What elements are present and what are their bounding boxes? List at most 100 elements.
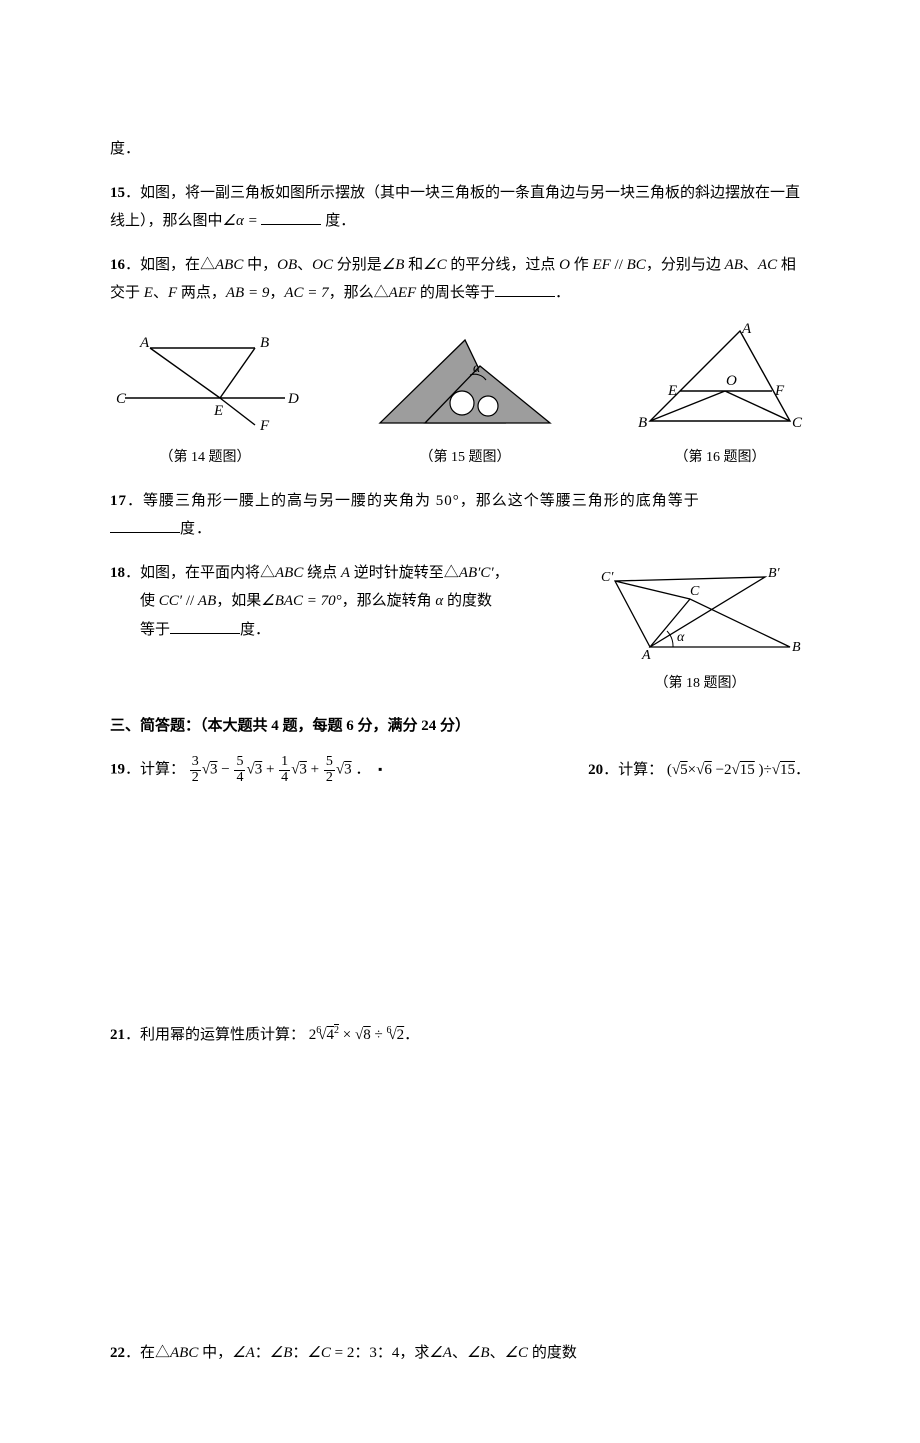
q16-angb: ∠B <box>382 257 405 273</box>
fig16-C: C <box>792 415 803 431</box>
section3: 三、简答题：（本大题共 4 题，每题 6 分，满分 24 分） <box>110 712 810 741</box>
q18-l3b: 度． <box>240 622 270 638</box>
q21-label: ．利用幂的运算性质计算： <box>125 1027 305 1043</box>
fig15-svg: α <box>370 328 560 433</box>
q16-tl: 两点， <box>177 285 226 301</box>
q16-par: // <box>611 257 627 273</box>
q14-tail: 度． <box>110 135 810 164</box>
q19-tail: ． <box>355 762 370 778</box>
center-dot-icon: ▪ <box>378 758 382 781</box>
q16-ob: OB <box>277 257 297 273</box>
q16-tb: 中， <box>243 257 277 273</box>
q18-l2e: 的度数 <box>443 593 492 609</box>
q18-l2a: 使 <box>140 593 159 609</box>
q19q20-row: 19．计算： 32√3 − 54√3 + 14√3 + 52√3 ． ▪ 20．… <box>110 755 810 785</box>
fig16-O: O <box>726 373 737 389</box>
q16-tf: 的平分线，过点 <box>447 257 560 273</box>
q15-num: 15 <box>110 185 125 201</box>
q15-text-a: ．如图，将一副三角板如图所示摆放（其中一块三角板的一条直角边与另一块三角板的斜边… <box>110 185 800 230</box>
q18-l2d: ，那么旋转角 <box>342 593 436 609</box>
q16-oc: OC <box>312 257 333 273</box>
q17: 17．等腰三角形一腰上的高与另一腰的夹角为 50°，那么这个等腰三角形的底角等于… <box>110 487 810 544</box>
workspace-1 <box>110 786 810 1006</box>
q18-a: A <box>341 565 350 581</box>
fig18-A: A <box>641 648 651 659</box>
fig18-svg: A B C B′ C′ α <box>595 559 805 659</box>
fig18-alpha: α <box>677 630 685 645</box>
q22: 22．在△ABC 中，∠A：∠B：∠C = 2：3：4，求∠A、∠B、∠C 的度… <box>110 1339 810 1368</box>
q16-ta: ．如图，在△ <box>125 257 215 273</box>
q18-blank[interactable] <box>170 618 240 634</box>
q16-td: 分别是 <box>333 257 382 273</box>
q19-f4: 52 <box>324 755 335 785</box>
q16: 16．如图，在△ABC 中，OB、OC 分别是∠B 和∠C 的平分线，过点 O … <box>110 251 810 308</box>
q16-angc: ∠C <box>423 257 446 273</box>
q16-tg: 作 <box>570 257 593 273</box>
q15-tail: 度． <box>325 213 355 229</box>
q16-f: F <box>168 285 177 301</box>
workspace-2 <box>110 1064 810 1324</box>
q17-num: 17 <box>110 493 127 509</box>
q19-f2: 54 <box>234 755 245 785</box>
q22-num: 22 <box>110 1345 125 1361</box>
q16-blank[interactable] <box>495 281 555 297</box>
fig14-E: E <box>213 403 223 419</box>
fig16: A B C E F O （第 16 题图） <box>630 323 810 472</box>
q18-text: 18．如图，在平面内将△ABC 绕点 A 逆时针旋转至△AB′C′， 使 CC′… <box>110 559 590 645</box>
q22-ta: ．在△ <box>125 1345 170 1361</box>
fig14-B: B <box>260 335 269 351</box>
q16-abv: AB = 9 <box>226 285 269 301</box>
fig18-cap: （第 18 题图） <box>590 671 810 698</box>
fig15: α （第 15 题图） <box>370 328 560 472</box>
q18-l1d: ， <box>494 565 509 581</box>
q18-l3a: 等于 <box>140 622 170 638</box>
q16-ab: AB <box>725 257 743 273</box>
fig16-cap: （第 16 题图） <box>630 445 810 472</box>
q18-l2c: ，如果 <box>216 593 261 609</box>
q18-l2b: // <box>182 593 198 609</box>
q16-te: 和 <box>404 257 423 273</box>
q16-ef: EF <box>592 257 610 273</box>
q20-num: 20 <box>588 762 603 778</box>
q14-tail-text: 度． <box>110 141 140 157</box>
q21-num: 21 <box>110 1027 125 1043</box>
q16-tm: ， <box>269 285 284 301</box>
fig14-cap: （第 14 题图） <box>110 445 300 472</box>
fig18-B: B <box>792 640 801 655</box>
q19-f3: 14 <box>279 755 290 785</box>
q16-ac: AC <box>758 257 777 273</box>
q16-to: 的周长等于 <box>416 285 495 301</box>
q18-abc: ABC <box>275 565 303 581</box>
q22-tail: 的度数 <box>528 1345 577 1361</box>
fig16-svg: A B C E F O <box>630 323 810 433</box>
q16-acv: AC = 7 <box>284 285 328 301</box>
q16-th: ，分别与边 <box>646 257 725 273</box>
fig16-E: E <box>667 383 677 399</box>
q21: 21．利用幂的运算性质计算： 26√42 × √8 ÷ 6√2． <box>110 1021 810 1050</box>
q16-tc: 、 <box>297 257 312 273</box>
q20: 20．计算： (√5×√6 −2√15 )÷√15． <box>588 756 810 785</box>
q16-num: 16 <box>110 257 125 273</box>
q15-blank[interactable] <box>261 209 321 225</box>
q20-label: ．计算： <box>603 762 663 778</box>
q18-ab: AB <box>198 593 216 609</box>
q16-o: O <box>559 257 570 273</box>
q16-tk: 、 <box>153 285 168 301</box>
fig16-B: B <box>638 415 647 431</box>
fig14-A: A <box>139 335 150 351</box>
q17-blank[interactable] <box>110 517 180 533</box>
fig14: A B C D E F （第 14 题图） <box>110 333 300 472</box>
q20-tail: ． <box>795 762 810 778</box>
q15: 15．如图，将一副三角板如图所示摆放（其中一块三角板的一条直角边与另一块三角板的… <box>110 179 810 236</box>
fig18-Cp: C′ <box>601 570 614 585</box>
fig14-C: C <box>116 391 127 407</box>
q18-l1a: ．如图，在平面内将△ <box>125 565 275 581</box>
q18-l1b: 绕点 <box>303 565 341 581</box>
q18-ccp: CC′ <box>159 593 182 609</box>
q18-bac: ∠BAC = 70° <box>261 593 341 609</box>
q19-num: 19 <box>110 762 125 778</box>
q16-bc: BC <box>627 257 646 273</box>
q18-abcp: AB′C′ <box>459 565 494 581</box>
q19: 19．计算： 32√3 − 54√3 + 14√3 + 52√3 ． ▪ <box>110 755 386 785</box>
q17-tail: 度． <box>180 521 212 537</box>
